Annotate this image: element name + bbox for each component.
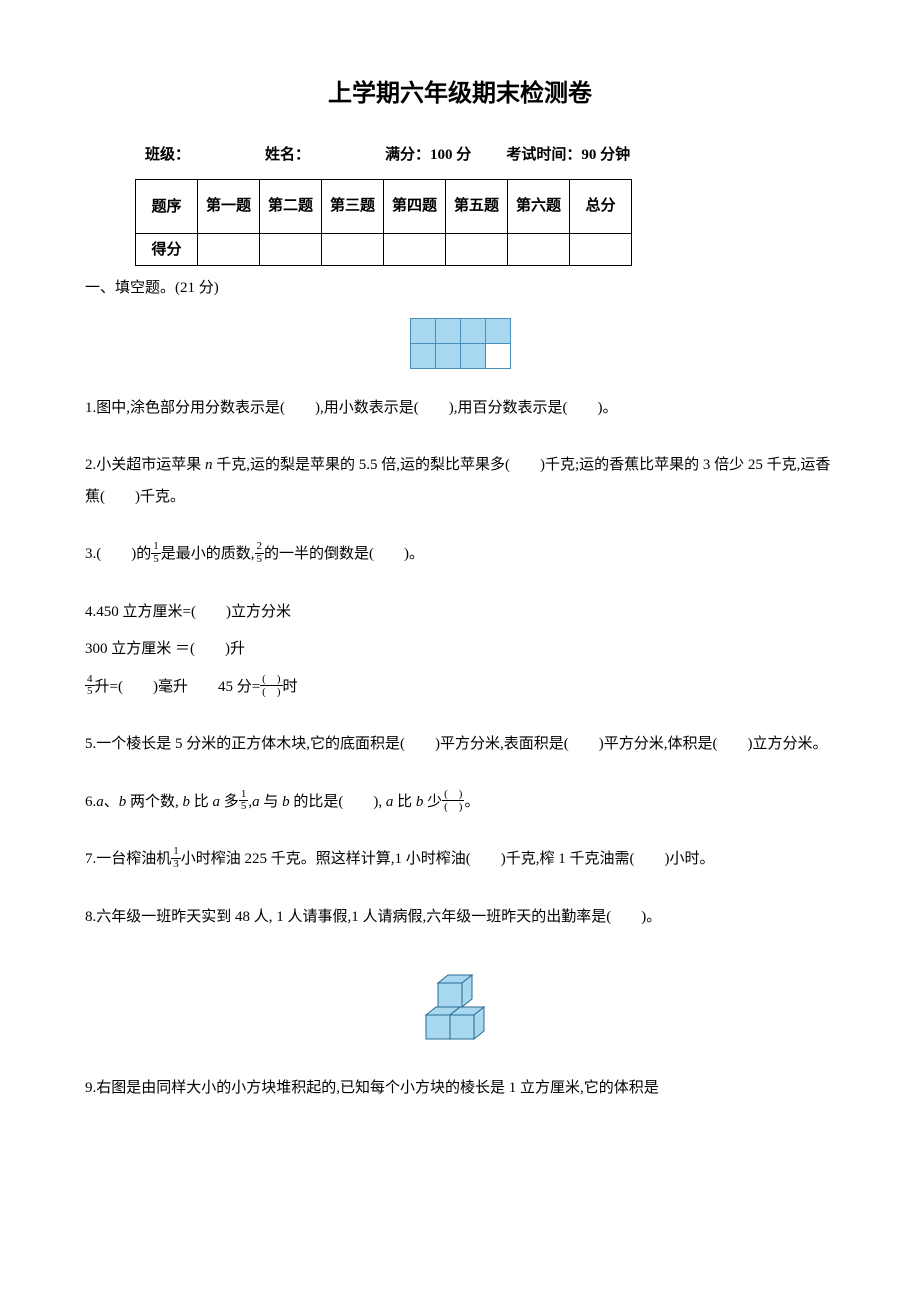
q6-text-c: 比 — [190, 794, 213, 810]
question-3: 3.( )的15是最小的质数,25的一半的倒数是( )。 — [85, 539, 835, 571]
time-label: 考试时间： — [506, 147, 581, 163]
q7-text-b: 小时榨油 225 千克。照这样计算,1 小时榨油( )千克,榨 1 千克油需( … — [181, 851, 715, 867]
frac-den: ( ) — [260, 686, 282, 698]
fraction-1-5: 15 — [151, 541, 161, 565]
score-cell — [260, 234, 322, 266]
q6-text-g: 的比是( ), — [290, 794, 386, 810]
cube-stack-icon — [418, 959, 503, 1049]
q4-line-a: 4.450 立方厘米=( )立方分米 — [85, 597, 835, 629]
q4c-text-a: 升=( )毫升 — [95, 679, 188, 695]
fraction-blank: ( )( ) — [260, 673, 282, 698]
score-cell — [384, 234, 446, 266]
col-header: 第三题 — [322, 180, 384, 234]
question-2: 2.小关超市运苹果 n 千克,运的梨是苹果的 5.5 倍,运的梨比苹果多( )千… — [85, 450, 835, 513]
col-header: 总分 — [570, 180, 632, 234]
frac-den: 3 — [171, 859, 181, 871]
score-label-cell: 得分 — [136, 234, 198, 266]
q3-text-b: 是最小的质数, — [161, 546, 255, 562]
grid-cell — [485, 344, 510, 369]
grid-cell — [410, 344, 435, 369]
table-score-row: 得分 — [136, 234, 632, 266]
question-7: 7.一台榨油机13小时榨油 225 千克。照这样计算,1 小时榨油( )千克,榨… — [85, 844, 835, 876]
frac-num: 1 — [151, 541, 161, 554]
frac-den: 5 — [85, 686, 95, 698]
q6-text-d: 多 — [220, 794, 239, 810]
q2-text-a: 2.小关超市运苹果 — [85, 457, 205, 473]
grid-cell — [460, 344, 485, 369]
col-header: 第四题 — [384, 180, 446, 234]
frac-num: 2 — [255, 541, 265, 554]
class-field: 班级： — [145, 143, 190, 167]
score-cell — [570, 234, 632, 266]
fraction-1-5b: 15 — [239, 789, 249, 813]
fraction-4-5: 45 — [85, 674, 95, 698]
q6-var-b3: b — [282, 794, 290, 810]
frac-den: 5 — [239, 801, 249, 813]
col-header: 第二题 — [260, 180, 322, 234]
question-9: 9.右图是由同样大小的小方块堆积起的,已知每个小方块的棱长是 1 立方厘米,它的… — [85, 1073, 835, 1105]
q6-var-b2: b — [183, 794, 191, 810]
fullmark-label: 满分： — [385, 147, 430, 163]
col-header: 第六题 — [508, 180, 570, 234]
cube-figure-container — [85, 959, 835, 1058]
q4c-text-c: 时 — [283, 679, 298, 695]
frac-num: ( ) — [442, 788, 464, 801]
grid-figure — [410, 318, 511, 369]
q4c-text-b: 45 分= — [218, 679, 260, 695]
name-field: 姓名： — [265, 143, 310, 167]
fraction-1-3: 13 — [171, 846, 181, 870]
col-header: 第一题 — [198, 180, 260, 234]
frac-num: ( ) — [260, 673, 282, 686]
score-table: 题序 第一题 第二题 第三题 第四题 第五题 第六题 总分 得分 — [135, 179, 632, 266]
q4-line-c: 45升=( )毫升 45 分=( )( )时 — [85, 672, 835, 704]
time-value: 90 分钟 — [581, 147, 630, 163]
fraction-2-5: 25 — [255, 541, 265, 565]
q3-text-a: 3.( )的 — [85, 546, 151, 562]
grid-cell — [435, 344, 460, 369]
q6-text-b: 两个数, — [126, 794, 182, 810]
question-5: 5.一个棱长是 5 分米的正方体木块,它的底面积是( )平方分米,表面积是( )… — [85, 729, 835, 761]
q4-line-b: 300 立方厘米 ＝( )升 — [85, 634, 835, 666]
frac-den: ( ) — [442, 801, 464, 813]
q2-var: n — [205, 457, 213, 473]
score-cell — [446, 234, 508, 266]
time-field: 考试时间：90 分钟 — [506, 143, 630, 167]
section-1-heading: 一、填空题。(21 分) — [85, 276, 835, 300]
fullmark-value: 100 分 — [430, 147, 471, 163]
col-header: 第五题 — [446, 180, 508, 234]
fraction-blank-2: ( )( ) — [442, 788, 464, 813]
score-cell — [322, 234, 384, 266]
q6-text-c2: 比 — [393, 794, 416, 810]
score-cell — [198, 234, 260, 266]
question-4: 4.450 立方厘米=( )立方分米 300 立方厘米 ＝( )升 45升=( … — [85, 597, 835, 704]
q6-var-a: a — [96, 794, 104, 810]
header-fields: 班级： 姓名： 满分：100 分 考试时间：90 分钟 — [85, 143, 835, 167]
q6-text-f: 与 — [260, 794, 283, 810]
question-6: 6.a、b 两个数, b 比 a 多15,a 与 b 的比是( ), a 比 b… — [85, 787, 835, 819]
q6-var-a2: a — [213, 794, 221, 810]
table-header-row: 题序 第一题 第二题 第三题 第四题 第五题 第六题 总分 — [136, 180, 632, 234]
row-label-cell: 题序 — [136, 180, 198, 234]
q7-text-a: 7.一台榨油机 — [85, 851, 171, 867]
q6-text-h: 少 — [423, 794, 442, 810]
grid-cell — [485, 319, 510, 344]
q6-var-a3: a — [252, 794, 260, 810]
grid-cell — [435, 319, 460, 344]
exam-title: 上学期六年级期末检测卷 — [85, 75, 835, 113]
q6-sep: 、 — [104, 794, 119, 810]
question-1: 1.图中,涂色部分用分数表示是( ),用小数表示是( ),用百分数表示是( )。 — [85, 393, 835, 425]
q3-text-c: 的一半的倒数是( )。 — [264, 546, 424, 562]
grid-figure-container — [85, 318, 835, 378]
frac-den: 5 — [255, 554, 265, 566]
q6-text-i: 。 — [464, 794, 479, 810]
q6-text-a: 6. — [85, 794, 96, 810]
score-cell — [508, 234, 570, 266]
frac-den: 5 — [151, 554, 161, 566]
grid-cell — [460, 319, 485, 344]
frac-num: 1 — [171, 846, 181, 859]
grid-cell — [410, 319, 435, 344]
fullmark-field: 满分：100 分 — [385, 143, 471, 167]
question-8: 8.六年级一班昨天实到 48 人, 1 人请事假,1 人请病假,六年级一班昨天的… — [85, 902, 835, 934]
